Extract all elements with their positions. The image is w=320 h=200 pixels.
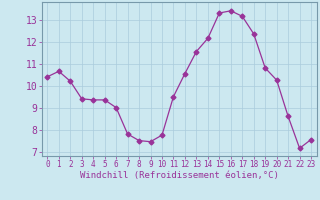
X-axis label: Windchill (Refroidissement éolien,°C): Windchill (Refroidissement éolien,°C) bbox=[80, 171, 279, 180]
